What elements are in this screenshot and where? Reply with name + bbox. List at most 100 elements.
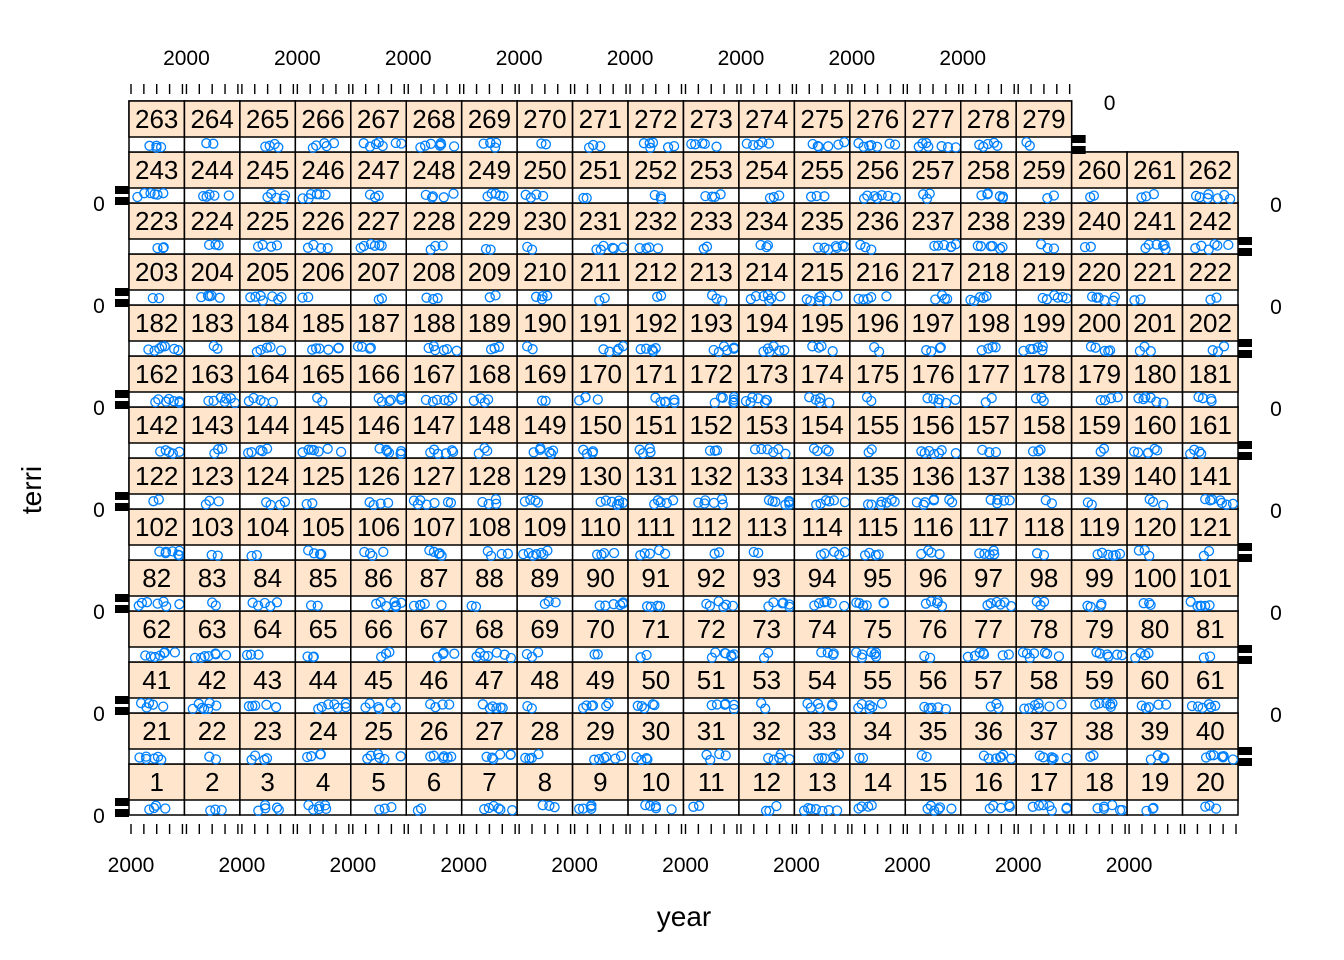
data-point: [419, 598, 430, 610]
data-point: [477, 496, 488, 508]
data-point: [1148, 188, 1160, 200]
data-point: [1037, 345, 1048, 356]
panel-28: 28: [516, 712, 574, 765]
data-point: [990, 446, 1002, 458]
axes: 2000 2000 2000 2000 2000 2000 2000 2000 2000 2000…: [93, 47, 1282, 877]
data-point: [998, 495, 1010, 506]
data-point: [253, 649, 264, 660]
data-point: [985, 598, 996, 609]
data-point: [314, 189, 325, 200]
data-point: [536, 395, 548, 406]
data-point: [196, 702, 208, 714]
data-point: [490, 137, 502, 149]
data-point: [1205, 702, 1217, 713]
panel-167: 167: [405, 355, 463, 408]
panel-strip-label: 132: [690, 461, 733, 491]
panel-strip: [1070, 202, 1128, 240]
data-point: [774, 345, 785, 356]
panel-5: 5: [350, 763, 407, 816]
data-point: [168, 396, 179, 407]
panel-strip-label: 77: [974, 614, 1003, 644]
data-point: [440, 448, 452, 459]
data-point: [866, 444, 877, 455]
data-point: [1135, 294, 1146, 305]
data-point: [468, 395, 480, 406]
panel-strip: [128, 304, 186, 342]
data-point: [1160, 699, 1172, 710]
data-point: [858, 193, 870, 204]
data-point: [149, 345, 160, 356]
panel-strip-label: 239: [1022, 206, 1065, 236]
data-point: [210, 804, 221, 815]
panel-86: 86: [350, 559, 407, 613]
panel-24: 24: [294, 712, 352, 765]
data-point: [308, 444, 320, 456]
data-point: [992, 494, 1003, 505]
panel-strip-label: 59: [1085, 665, 1114, 695]
panel-strip-label: 134: [800, 461, 843, 491]
data-point: [434, 140, 446, 151]
panel-strip: [571, 355, 629, 393]
panel-strip-label: 185: [301, 308, 344, 338]
data-point: [140, 650, 151, 661]
panel-strip-label: 34: [863, 716, 892, 746]
data-point: [479, 650, 490, 662]
data-point: [709, 548, 720, 559]
panel-strip: [793, 610, 851, 648]
y-tick-label: 0: [1104, 92, 1116, 115]
panel-strip-label: 260: [1078, 155, 1121, 185]
data-point: [493, 803, 504, 814]
panel-131: 131: [627, 457, 685, 510]
panel-126: 126: [350, 457, 407, 511]
panel-269: 269: [460, 100, 518, 153]
data-point: [974, 548, 985, 559]
data-point: [864, 703, 875, 715]
data-point: [595, 140, 606, 152]
panel-strip: [516, 763, 574, 801]
data-point: [1153, 699, 1164, 710]
data-point: [824, 496, 835, 507]
data-point: [376, 240, 387, 251]
data-point: [259, 597, 270, 609]
data-point: [655, 396, 666, 408]
data-point: [1204, 600, 1215, 611]
panel-31: 31: [682, 712, 740, 766]
data-point: [1090, 699, 1101, 710]
panel-strip-label: 177: [967, 359, 1010, 389]
panel-199: 199: [1015, 304, 1073, 357]
panel-strip: [627, 304, 685, 342]
y-tick-label: 0: [93, 295, 105, 318]
data-point: [432, 448, 444, 459]
data-point: [200, 499, 212, 510]
panel-strip: [1015, 712, 1073, 750]
data-point: [375, 498, 386, 509]
panel-246: 246: [294, 151, 352, 204]
data-point: [607, 242, 618, 254]
data-point: [382, 497, 394, 509]
data-point: [1192, 701, 1204, 712]
panel-strip: [405, 100, 463, 138]
panel-219: 219: [1015, 253, 1073, 306]
y-tick-label: 0: [93, 601, 105, 624]
data-point: [332, 702, 344, 714]
panel-strip-label: 178: [1022, 359, 1065, 389]
data-point: [505, 652, 517, 664]
panel-113: 113: [738, 508, 796, 561]
panel-87: 87: [405, 559, 463, 612]
data-point: [833, 139, 844, 150]
panel-38: 38: [1070, 712, 1128, 765]
data-point: [493, 341, 505, 352]
data-point: [647, 699, 659, 710]
panel-strip: [960, 508, 1017, 546]
panel-195: 195: [793, 304, 851, 357]
panel-strip-label: 240: [1078, 206, 1121, 236]
panel-strip-label: 274: [745, 104, 788, 134]
data-point: [817, 805, 828, 817]
data-point: [593, 753, 605, 765]
data-point: [447, 392, 458, 404]
data-point: [1041, 648, 1053, 659]
panel-strip: [960, 100, 1017, 138]
data-point: [926, 346, 937, 357]
panel-strip: [183, 406, 241, 444]
